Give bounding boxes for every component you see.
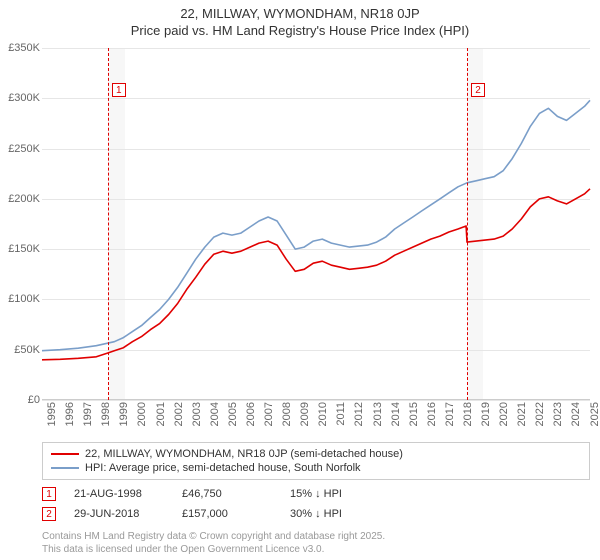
x-tick-label: 1996 <box>64 402 76 426</box>
y-tick-label: £150K <box>0 243 40 255</box>
x-tick-label: 1995 <box>46 402 58 426</box>
x-tick-label: 2009 <box>299 402 311 426</box>
chart-title-line1: 22, MILLWAY, WYMONDHAM, NR18 0JP <box>0 0 600 23</box>
x-tick-label: 1998 <box>100 402 112 426</box>
y-tick-label: £350K <box>0 42 40 54</box>
legend-row: HPI: Average price, semi-detached house,… <box>51 461 581 475</box>
event-row: 2 29-JUN-2018 £157,000 30% ↓ HPI <box>42 504 590 524</box>
x-tick-label: 2015 <box>408 402 420 426</box>
x-tick-label: 2024 <box>570 402 582 426</box>
x-tick-label: 2012 <box>353 402 365 426</box>
x-tick-label: 2018 <box>462 402 474 426</box>
gridline <box>42 400 590 401</box>
x-tick-label: 2022 <box>534 402 546 426</box>
legend-label: 22, MILLWAY, WYMONDHAM, NR18 0JP (semi-d… <box>85 448 403 460</box>
x-tick-label: 2023 <box>552 402 564 426</box>
event-marker-small: 2 <box>42 507 56 521</box>
x-tick-label: 2013 <box>372 402 384 426</box>
y-tick-label: £100K <box>0 293 40 305</box>
x-tick-label: 2017 <box>444 402 456 426</box>
series-line-price_paid <box>42 189 590 360</box>
chart-title-line2: Price paid vs. HM Land Registry's House … <box>0 23 600 40</box>
x-tick-label: 2021 <box>516 402 528 426</box>
x-tick-label: 2003 <box>191 402 203 426</box>
event-price: £46,750 <box>182 488 272 500</box>
chart-lines-svg <box>42 48 590 400</box>
x-tick-label: 2020 <box>498 402 510 426</box>
x-tick-label: 1999 <box>118 402 130 426</box>
event-diff: 30% ↓ HPI <box>290 508 380 520</box>
event-row: 1 21-AUG-1998 £46,750 15% ↓ HPI <box>42 484 590 504</box>
chart-footer: Contains HM Land Registry data © Crown c… <box>42 530 590 556</box>
event-marker: 2 <box>471 83 485 97</box>
y-tick-label: £200K <box>0 193 40 205</box>
legend-row: 22, MILLWAY, WYMONDHAM, NR18 0JP (semi-d… <box>51 447 581 461</box>
legend-swatch <box>51 467 79 469</box>
x-tick-label: 2006 <box>245 402 257 426</box>
x-tick-label: 2007 <box>263 402 275 426</box>
y-tick-label: £0 <box>0 394 40 406</box>
event-date: 21-AUG-1998 <box>74 488 164 500</box>
event-marker-small: 1 <box>42 487 56 501</box>
x-tick-label: 2016 <box>426 402 438 426</box>
x-tick-label: 2025 <box>589 402 600 426</box>
x-tick-label: 2002 <box>173 402 185 426</box>
chart-legend: 22, MILLWAY, WYMONDHAM, NR18 0JP (semi-d… <box>42 442 590 480</box>
legend-label: HPI: Average price, semi-detached house,… <box>85 462 361 474</box>
legend-swatch <box>51 453 79 455</box>
y-tick-label: £250K <box>0 143 40 155</box>
event-price: £157,000 <box>182 508 272 520</box>
y-tick-label: £50K <box>0 344 40 356</box>
footer-line1: Contains HM Land Registry data © Crown c… <box>42 530 590 543</box>
x-tick-label: 2011 <box>335 402 347 426</box>
x-tick-label: 2008 <box>281 402 293 426</box>
event-date: 29-JUN-2018 <box>74 508 164 520</box>
chart-plot-area: 12 <box>42 48 590 400</box>
x-tick-label: 1997 <box>82 402 94 426</box>
event-marker: 1 <box>112 83 126 97</box>
x-tick-label: 2014 <box>390 402 402 426</box>
x-tick-label: 2001 <box>155 402 167 426</box>
x-tick-label: 2010 <box>317 402 329 426</box>
event-diff: 15% ↓ HPI <box>290 488 380 500</box>
event-vline <box>467 48 468 400</box>
x-tick-label: 2019 <box>480 402 492 426</box>
series-line-hpi <box>42 100 590 350</box>
event-vline <box>108 48 109 400</box>
x-tick-label: 2000 <box>136 402 148 426</box>
y-tick-label: £300K <box>0 92 40 104</box>
chart-events: 1 21-AUG-1998 £46,750 15% ↓ HPI 2 29-JUN-2018… <box>42 484 590 524</box>
x-tick-label: 2005 <box>227 402 239 426</box>
x-tick-label: 2004 <box>209 402 221 426</box>
footer-line2: This data is licensed under the Open Gov… <box>42 543 590 556</box>
